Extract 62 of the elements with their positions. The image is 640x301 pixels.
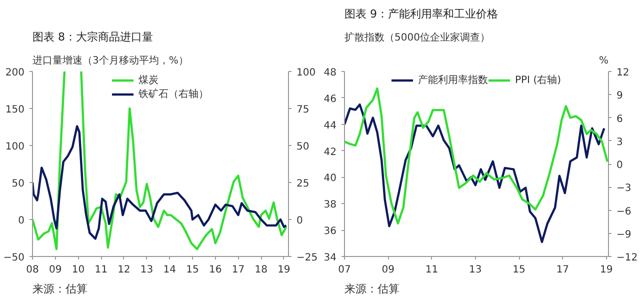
x-tick-label: 17 [232, 264, 245, 276]
y2-tick-label: −9 [616, 229, 632, 240]
y2-tick-label: 12 [616, 68, 630, 78]
x-tick-label: 09 [382, 264, 395, 276]
y2-tick-label: 100 [296, 68, 316, 78]
y2-tick-label: 0 [616, 160, 623, 171]
x-tick-label: 10 [72, 264, 85, 276]
legend-label: 产能利用率指数 [418, 74, 488, 87]
y2-tick-label: 6 [616, 114, 623, 125]
x-tick-label: 11 [94, 264, 108, 276]
y-tick-label: 36 [324, 226, 337, 238]
y-tick-label: 38 [324, 200, 337, 211]
y2-tick-label: −12 [616, 252, 638, 264]
y-tick-label: 42 [324, 146, 337, 158]
x-tick-label: 15 [512, 264, 526, 276]
y-tick-label: 200 [5, 68, 25, 78]
y-tick-label: 50 [12, 178, 25, 190]
y-tick-label: 34 [324, 252, 337, 264]
y-tick-label: 100 [5, 142, 25, 152]
x-tick-label: 15 [186, 264, 199, 276]
y-tick-label: 40 [324, 173, 337, 184]
x-tick-label: 17 [556, 264, 570, 276]
y2-tick-label: 3 [616, 136, 623, 148]
x-tick-label: 13 [140, 264, 154, 276]
x-tick-label: 09 [48, 264, 62, 276]
x-tick-label: 14 [163, 264, 176, 276]
x-tick-label: 13 [469, 264, 482, 276]
line-series [32, 125, 288, 240]
x-tick-label: 12 [118, 264, 130, 276]
x-tick-label: 16 [208, 264, 222, 276]
y-tick-label: 0 [18, 216, 25, 226]
y2-tick-label: −3 [616, 183, 632, 194]
y-tick-label: 48 [324, 68, 337, 78]
x-tick-label: 11 [425, 264, 438, 276]
legend-label: 煤炭 [138, 74, 158, 87]
x-tick-label: 19 [600, 264, 613, 276]
line-series [344, 103, 606, 244]
y-axis-title: 扩散指数（5000位企业家调查） [344, 32, 490, 44]
y-tick-label: 46 [324, 94, 337, 105]
source-note: 来源：估算 [32, 282, 88, 296]
y2-tick-label: 9 [616, 90, 623, 102]
line-series [344, 87, 608, 224]
y2-tick-label: 0 [296, 216, 303, 226]
chart-title: 图表 9：产能利用率和工业价格 [344, 8, 498, 20]
legend-label: PPI (右轴) [515, 74, 561, 87]
y2-tick-label: 75 [296, 104, 310, 116]
y2-tick-label: 50 [296, 142, 310, 152]
x-tick-label: 19 [278, 264, 290, 276]
y2-tick-label: −6 [616, 206, 632, 218]
y-tick-label: −50 [3, 252, 25, 264]
x-tick-label: 18 [254, 264, 268, 276]
y2-tick-label: −25 [296, 252, 318, 264]
x-tick-label: 08 [26, 264, 39, 276]
y2-tick-label: 25 [296, 178, 310, 190]
x-tick-label: 07 [338, 264, 351, 276]
y-tick-label: 150 [5, 104, 25, 116]
legend-label: 铁矿石（右轴） [138, 88, 208, 101]
y-tick-label: 44 [324, 120, 337, 132]
chart-title: 图表 8：大宗商品进口量 [32, 30, 153, 44]
y2-axis-title: % [599, 56, 609, 66]
y-axis-title: 进口量增速（3个月移动平均，%） [32, 54, 188, 66]
source-note: 来源：估算 [344, 282, 400, 296]
